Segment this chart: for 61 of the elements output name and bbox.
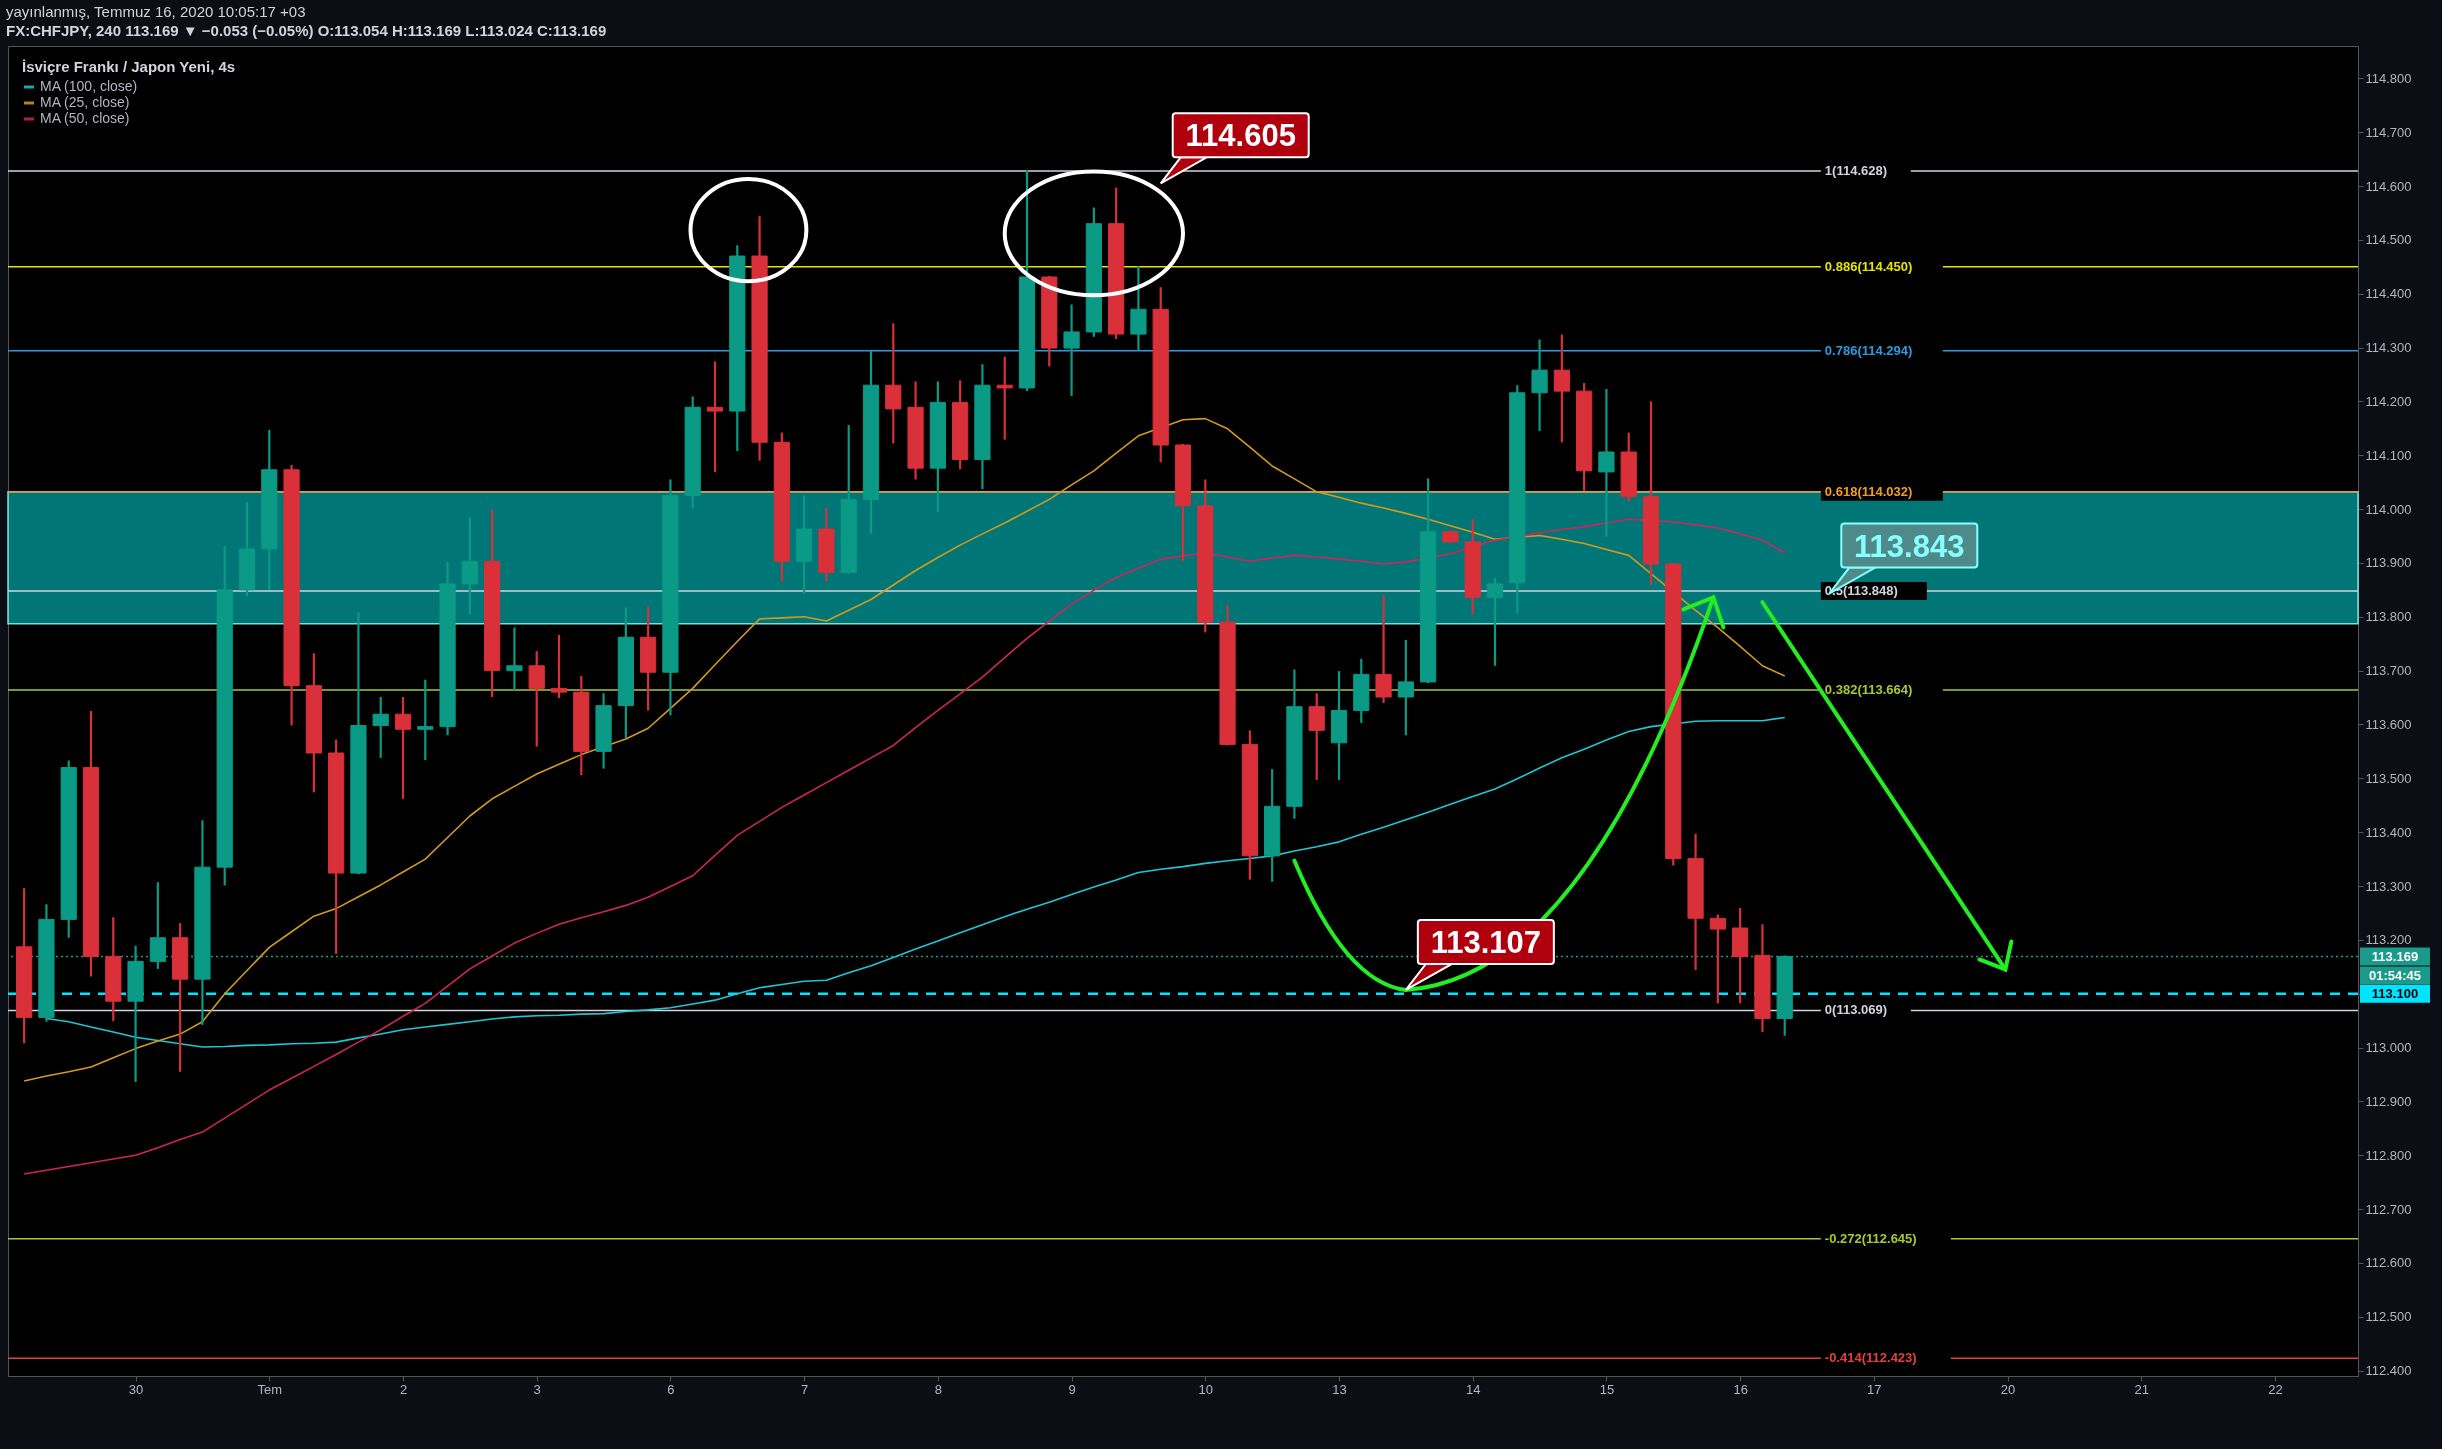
chart-title: FX:CHFJPY, 240 113.169 ▼ −0.053 (−0.05%) O:113.054 H:113.169 L:113.024 C:113.169 bbox=[6, 21, 607, 40]
ref-line-label: 0.886(114.450) bbox=[1824, 258, 1913, 274]
annotation: 114.605 bbox=[1185, 118, 1296, 154]
ref-line-label: 0.382(113.664) bbox=[1824, 682, 1913, 697]
x-tick-label: 13 bbox=[1332, 1381, 1347, 1397]
y-tick-label: 113.600 bbox=[2365, 716, 2412, 732]
x-tick-label: 14 bbox=[1465, 1381, 1481, 1397]
y-tick-label: 114.400 bbox=[2365, 286, 2412, 302]
y-tick-label: 113.300 bbox=[2365, 878, 2412, 894]
ref-line-label: -0.272(112.645) bbox=[1824, 1230, 1917, 1246]
y-tick-label: 113.400 bbox=[2365, 824, 2412, 840]
y-tick-label: 114.200 bbox=[2365, 393, 2412, 409]
x-tick-label: 6 bbox=[667, 1381, 675, 1397]
annotation: 113.107 bbox=[1430, 924, 1542, 960]
y-tick-label: 114.600 bbox=[2365, 178, 2412, 194]
y-tick-label: 112.700 bbox=[2365, 1201, 2412, 1217]
annotation: 113.843 bbox=[1854, 528, 1965, 564]
y-tick-label: 113.700 bbox=[2365, 663, 2412, 679]
x-tick-label: 2 bbox=[399, 1381, 408, 1397]
y-tick-label: 113.200 bbox=[2365, 932, 2412, 948]
legend-label: MA (25, close) bbox=[40, 94, 130, 110]
y-tick-label: 112.600 bbox=[2365, 1255, 2412, 1271]
x-tick-label: 7 bbox=[801, 1381, 809, 1397]
y-tick-label: 113.800 bbox=[2365, 609, 2412, 625]
ref-line-label: 113.169 bbox=[2371, 948, 2419, 964]
ref-line-label: 0(113.069) bbox=[1824, 1002, 1888, 1018]
x-tick-label: 10 bbox=[1198, 1381, 1214, 1397]
legend-label: MA (50, close) bbox=[40, 110, 130, 126]
x-tick-label: 9 bbox=[1068, 1381, 1076, 1397]
y-tick-label: 114.800 bbox=[2365, 70, 2412, 86]
y-tick-label: 112.500 bbox=[2365, 1309, 2412, 1325]
y-tick-label: 112.900 bbox=[2365, 1093, 2412, 1109]
y-tick-label: 113.000 bbox=[2365, 1040, 2412, 1056]
y-tick-label: 113.900 bbox=[2365, 555, 2412, 571]
text: 01:54:45 bbox=[2368, 967, 2422, 983]
ref-line-label: -0.414(112.423) bbox=[1824, 1350, 1917, 1366]
legend-label: MA (100, close) bbox=[40, 78, 138, 94]
y-tick-label: 114.300 bbox=[2365, 340, 2412, 356]
y-tick-label: 112.400 bbox=[2365, 1363, 2412, 1379]
ref-line-label: 0.618(114.032) bbox=[1824, 483, 1913, 499]
y-tick-label: 112.800 bbox=[2365, 1147, 2412, 1163]
x-tick-label: 21 bbox=[2134, 1381, 2150, 1397]
x-tick-label: 16 bbox=[1733, 1381, 1748, 1397]
chart-subtitle: yayınlanmış, Temmuz 16, 2020 10:05:17 +03 bbox=[6, 2, 307, 21]
x-tick-label: 3 bbox=[533, 1381, 541, 1397]
ref-line-label: 0.786(114.294) bbox=[1824, 342, 1913, 358]
ref-line-label: 113.100 bbox=[2371, 985, 2419, 1001]
legend-title: İsviçre Frankı / Japon Yeni, 4s bbox=[22, 58, 236, 75]
x-tick-label: 15 bbox=[1599, 1381, 1615, 1397]
y-tick-label: 114.700 bbox=[2365, 124, 2412, 140]
x-tick-label: 30 bbox=[128, 1381, 144, 1397]
y-tick-label: 114.000 bbox=[2365, 501, 2412, 517]
ref-line-label: 1(114.628) bbox=[1824, 162, 1888, 178]
x-tick-label: Tem bbox=[257, 1381, 283, 1397]
x-tick-label: 17 bbox=[1867, 1381, 1882, 1397]
y-tick-label: 114.500 bbox=[2365, 232, 2412, 248]
x-tick-label: 20 bbox=[2000, 1381, 2016, 1397]
y-tick-label: 113.500 bbox=[2365, 770, 2412, 786]
x-tick-label: 22 bbox=[2268, 1381, 2283, 1397]
x-tick-label: 8 bbox=[934, 1381, 942, 1397]
y-tick-label: 114.100 bbox=[2365, 447, 2412, 463]
